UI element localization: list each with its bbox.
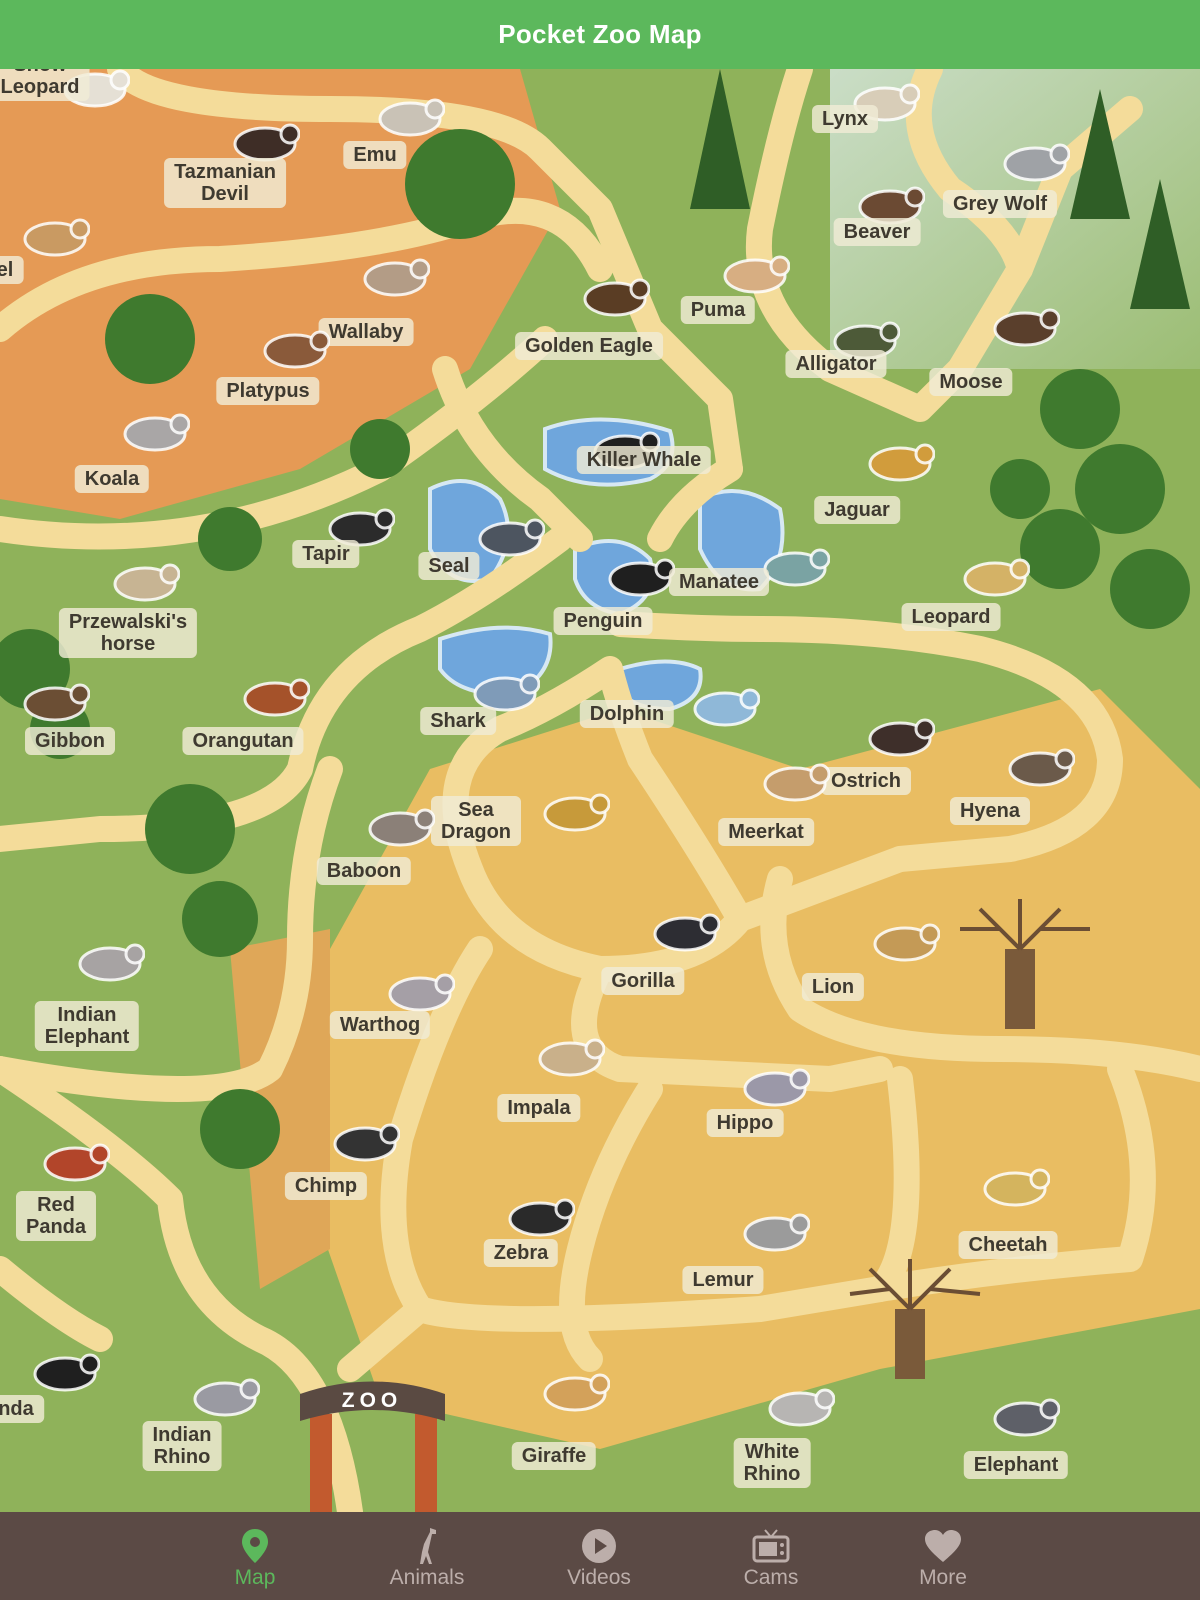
gate-pillar-left: [310, 1414, 332, 1512]
giraffe-icon: [412, 1526, 442, 1566]
animal-label[interactable]: Manatee: [668, 568, 770, 596]
animal-label[interactable]: Jaguar: [814, 496, 900, 524]
animal-label[interactable]: Leopard: [901, 603, 1001, 631]
animal-label[interactable]: Emu: [343, 141, 407, 169]
animal-label[interactable]: Tazmanian Devil: [164, 158, 286, 208]
animal-label[interactable]: Snow Leopard: [0, 69, 90, 101]
animal-label[interactable]: Golden Eagle: [515, 332, 663, 360]
animal-label[interactable]: Gibbon: [25, 727, 115, 755]
zoo-gate-sign: ZOO: [341, 1389, 403, 1412]
animal-label[interactable]: Lion: [801, 973, 865, 1001]
animal-label[interactable]: Wallaby: [318, 318, 414, 346]
map-pin-icon: [241, 1526, 269, 1566]
animal-label[interactable]: Dolphin: [579, 700, 675, 728]
animal-label[interactable]: Killer Whale: [576, 446, 712, 474]
animal-label[interactable]: Indian Elephant: [34, 1001, 140, 1051]
animal-label[interactable]: Lemur: [682, 1266, 764, 1294]
tab-label: Videos: [567, 1566, 631, 1589]
tab-label: Cams: [743, 1566, 799, 1589]
animal-label[interactable]: Puma: [680, 296, 756, 324]
animal-label[interactable]: Baboon: [316, 857, 412, 885]
animal-label[interactable]: Red Panda: [15, 1191, 97, 1241]
animal-label[interactable]: White Rhino: [733, 1438, 811, 1488]
tab-label: More: [919, 1566, 967, 1589]
animal-label[interactable]: Cheetah: [958, 1231, 1058, 1259]
animal-label[interactable]: Hippo: [706, 1109, 784, 1137]
animal-label[interactable]: Indian Rhino: [142, 1421, 222, 1471]
tab-animals[interactable]: Animals: [347, 1512, 507, 1600]
animal-label[interactable]: Tapir: [292, 540, 360, 568]
animal-label[interactable]: Meerkat: [718, 818, 814, 846]
gate-pillar-right: [415, 1414, 437, 1512]
animal-label[interactable]: Shark: [420, 707, 496, 735]
animal-label[interactable]: Platypus: [216, 377, 320, 405]
animal-label[interactable]: Warthog: [329, 1011, 431, 1039]
animal-label[interactable]: Beaver: [833, 218, 921, 246]
animal-label[interactable]: Impala: [497, 1094, 581, 1122]
animal-label[interactable]: Zebra: [483, 1239, 559, 1267]
animal-label[interactable]: Penguin: [553, 607, 653, 635]
animal-label[interactable]: Hyena: [949, 797, 1031, 825]
animal-label[interactable]: Ostrich: [820, 767, 912, 795]
animal-label[interactable]: Giraffe: [511, 1442, 597, 1470]
animal-label[interactable]: Grey Wolf: [942, 190, 1058, 218]
animal-label[interactable]: Gorilla: [601, 967, 685, 995]
tv-icon: [752, 1526, 790, 1566]
tab-cams[interactable]: Cams: [691, 1512, 851, 1600]
tab-videos[interactable]: Videos: [519, 1512, 679, 1600]
tab-map[interactable]: Map: [175, 1512, 335, 1600]
app-header: Pocket Zoo Map: [0, 0, 1200, 69]
animal-label[interactable]: Lynx: [812, 105, 878, 133]
zoo-map[interactable]: ZOO Snow Leopard Emu Tazmanian Devil el Lynx…: [0, 69, 1200, 1512]
app-title: Pocket Zoo Map: [498, 19, 702, 49]
animal-label[interactable]: Przewalski's horse: [58, 608, 198, 658]
animal-label[interactable]: Elephant: [963, 1451, 1069, 1479]
tab-more[interactable]: More: [863, 1512, 1023, 1600]
animal-label[interactable]: Chimp: [284, 1172, 368, 1200]
animal-label[interactable]: el: [0, 256, 24, 284]
tab-label: Map: [234, 1566, 276, 1589]
animal-label[interactable]: Koala: [74, 465, 150, 493]
animal-label[interactable]: Seal: [418, 552, 480, 580]
animal-label[interactable]: nda: [0, 1395, 44, 1423]
animal-label[interactable]: Alligator: [785, 350, 887, 378]
tab-bar: Map Animals Videos Cams More: [0, 1512, 1200, 1600]
animal-label[interactable]: Sea Dragon: [431, 796, 521, 846]
heart-icon: [924, 1526, 962, 1566]
animal-label[interactable]: Moose: [929, 368, 1013, 396]
play-icon: [581, 1526, 617, 1566]
tab-label: Animals: [389, 1566, 465, 1589]
animal-label[interactable]: Orangutan: [182, 727, 304, 755]
